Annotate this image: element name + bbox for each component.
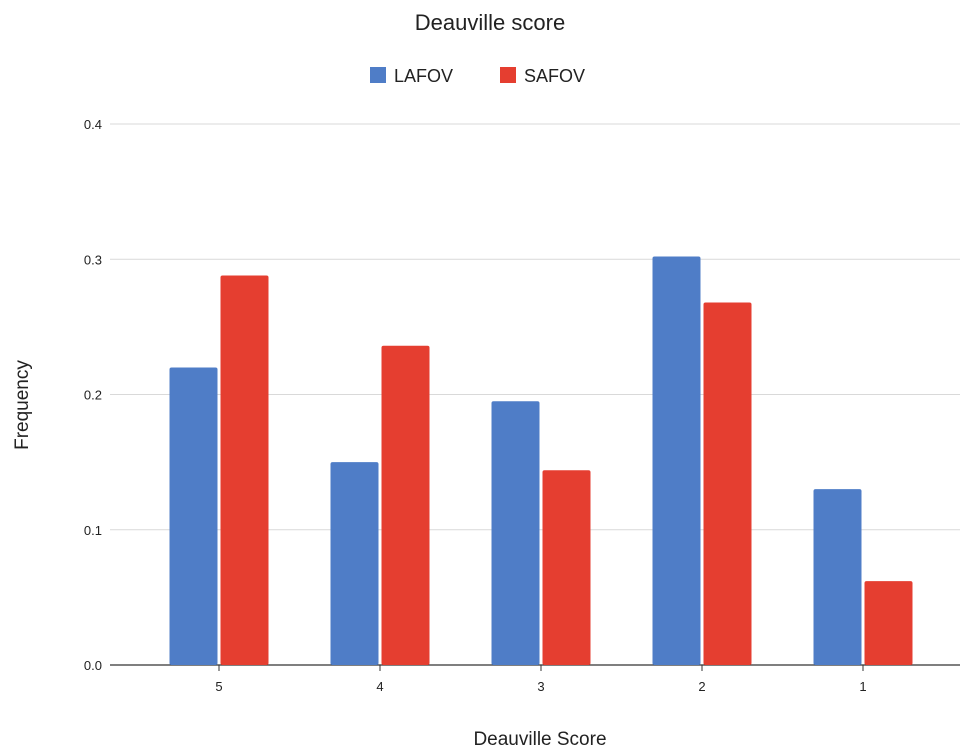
x-tick-label: 2 (698, 679, 705, 694)
bars (169, 256, 913, 665)
x-axis-title: Deauville Score (473, 729, 606, 749)
bar-safov-3 (542, 470, 591, 665)
y-axis-ticks: 0.0 0.1 0.2 0.3 0.4 (84, 117, 102, 673)
bar-lafov-1 (813, 489, 862, 665)
bar-lafov-4 (330, 462, 379, 665)
x-tick-label: 1 (859, 679, 866, 694)
y-tick-label: 0.1 (84, 523, 102, 538)
x-axis-ticks: 5 4 3 2 1 (215, 665, 867, 694)
x-tick-label: 3 (537, 679, 544, 694)
y-tick-label: 0.3 (84, 252, 102, 267)
legend: LAFOV SAFOV (370, 66, 585, 86)
bar-safov-2 (703, 302, 752, 665)
bar-safov-4 (381, 345, 430, 665)
bar-lafov-3 (491, 401, 540, 665)
x-tick-label: 4 (376, 679, 383, 694)
bar-lafov-5 (169, 367, 218, 665)
bar-lafov-2 (652, 256, 701, 665)
legend-swatch-lafov (370, 67, 386, 83)
y-tick-label: 0.0 (84, 658, 102, 673)
legend-label-safov: SAFOV (524, 66, 585, 86)
legend-label-lafov: LAFOV (394, 66, 453, 86)
x-tick-label: 5 (215, 679, 222, 694)
bar-safov-5 (220, 275, 269, 665)
y-axis-title: Frequency (12, 360, 33, 450)
legend-swatch-safov (500, 67, 516, 83)
bar-safov-1 (864, 581, 913, 665)
y-tick-label: 0.2 (84, 388, 102, 403)
y-tick-label: 0.4 (84, 117, 102, 132)
chart-title: Deauville score (415, 10, 565, 35)
